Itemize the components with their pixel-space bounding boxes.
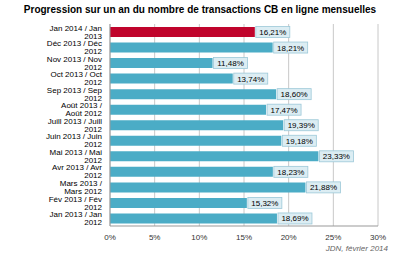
svg-text:25%: 25% — [325, 233, 341, 242]
svg-text:Juin 2013 / Juin2012: Juin 2013 / Juin2012 — [46, 132, 103, 149]
svg-text:19,39%: 19,39% — [288, 121, 315, 130]
svg-text:0%: 0% — [104, 233, 116, 242]
svg-text:Jan 2014 / Jan2013: Jan 2014 / Jan2013 — [50, 24, 103, 41]
svg-text:Nov 2013 / Nov2012: Nov 2013 / Nov2012 — [47, 55, 103, 72]
svg-text:Jan 2013 / Jan2012: Jan 2013 / Jan2012 — [50, 210, 103, 227]
svg-text:20%: 20% — [281, 233, 297, 242]
svg-text:Déc 2013 / Déc2012: Déc 2013 / Déc2012 — [47, 39, 103, 56]
svg-text:Août 2013 /Août 2012: Août 2013 /Août 2012 — [61, 101, 103, 118]
svg-text:18,23%: 18,23% — [277, 168, 304, 177]
svg-text:10%: 10% — [191, 233, 207, 242]
svg-text:21,88%: 21,88% — [310, 183, 337, 192]
svg-text:Mars 2013 /Mars 2012: Mars 2013 /Mars 2012 — [60, 179, 103, 196]
svg-text:18,60%: 18,60% — [281, 90, 308, 99]
svg-text:18,69%: 18,69% — [281, 214, 308, 223]
svg-text:Juill 2013 / Juill2012: Juill 2013 / Juill2012 — [48, 117, 103, 134]
svg-text:15,32%: 15,32% — [251, 199, 278, 208]
svg-text:23,33%: 23,33% — [323, 152, 350, 161]
svg-text:Oct 2013 / Oct2012: Oct 2013 / Oct2012 — [50, 70, 102, 87]
svg-text:18,21%: 18,21% — [277, 44, 304, 53]
svg-text:16,21%: 16,21% — [259, 28, 286, 37]
svg-text:13,74%: 13,74% — [237, 75, 264, 84]
svg-text:Sep 2013 / Sep2012: Sep 2013 / Sep2012 — [47, 86, 103, 103]
svg-text:5%: 5% — [149, 233, 161, 242]
svg-text:Fév 2013 / Fév2012: Fév 2013 / Fév2012 — [49, 195, 103, 212]
svg-text:15%: 15% — [236, 233, 252, 242]
svg-text:Avr 2013 / Avr2012: Avr 2013 / Avr2012 — [52, 163, 103, 180]
svg-text:30%: 30% — [370, 233, 386, 242]
html-text:Progression sur un an du nombr: Progression sur un an du nombre de trans… — [23, 4, 377, 15]
svg-text:11,48%: 11,48% — [217, 59, 244, 68]
html-text:JDN, février 2014: JDN, février 2014 — [325, 244, 388, 253]
svg-text:Mai 2013 / Mai2012: Mai 2013 / Mai2012 — [50, 148, 103, 165]
svg-text:19,18%: 19,18% — [286, 137, 313, 146]
svg-text:17,47%: 17,47% — [270, 106, 297, 115]
